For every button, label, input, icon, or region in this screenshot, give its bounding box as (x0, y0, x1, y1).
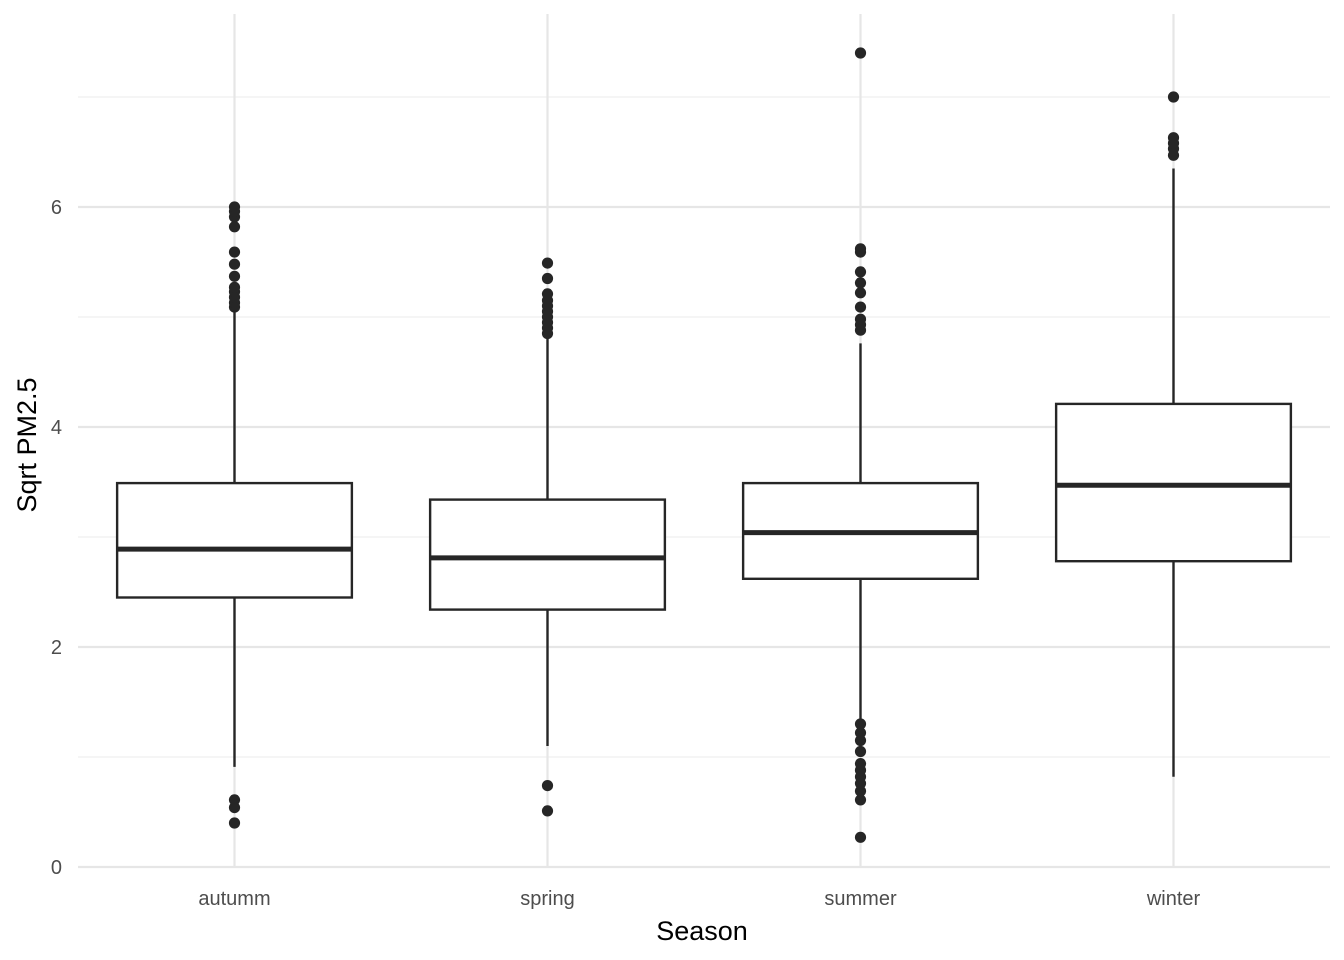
outlier-point (854, 301, 867, 313)
outlier-point (1167, 91, 1180, 103)
outlier-point (1167, 132, 1180, 144)
outlier-point (854, 277, 867, 289)
x-tick-label: autumm (198, 888, 270, 910)
outlier-point (541, 805, 554, 817)
x-tick-label: spring (520, 888, 574, 910)
outlier-point (541, 272, 554, 285)
outlier-point (854, 243, 867, 255)
outlier-point (854, 47, 867, 59)
box-spring (428, 257, 667, 817)
outlier-point (228, 201, 241, 213)
box-autumm (115, 201, 354, 829)
outlier-point (228, 270, 241, 282)
outlier-point (854, 745, 867, 758)
y-axis-ticks: 0 2 4 6 (51, 197, 62, 879)
outlier-point (228, 281, 241, 293)
box-rect (115, 481, 354, 599)
outlier-point (854, 785, 867, 797)
box-rect (428, 498, 667, 611)
x-tick-label: summer (824, 888, 897, 910)
x-tick-label: winter (1146, 888, 1201, 910)
y-tick-label: 0 (51, 857, 62, 879)
outlier-point (228, 802, 241, 814)
outlier-point (228, 258, 241, 270)
box-rect (1054, 402, 1293, 563)
x-axis-title: Season (656, 916, 748, 946)
y-tick-label: 4 (51, 417, 62, 439)
outlier-point (228, 246, 241, 258)
outlier-point (854, 266, 867, 278)
outlier-point (228, 221, 241, 233)
outlier-point (854, 794, 867, 806)
x-axis-ticks: autumm spring summer winter (198, 888, 1200, 910)
y-axis-title: Sqrt PM2.5 (12, 377, 42, 512)
y-tick-label: 2 (51, 637, 62, 659)
outlier-point (541, 257, 554, 269)
outlier-point (228, 817, 241, 829)
outlier-point (854, 718, 867, 730)
box-winter (1054, 91, 1293, 777)
outlier-point (854, 313, 867, 325)
box-summer (741, 47, 980, 843)
outlier-point (541, 288, 554, 300)
outlier-point (854, 734, 867, 747)
outlier-point (854, 727, 867, 739)
outlier-point (854, 758, 867, 770)
outlier-point (228, 794, 241, 806)
outlier-point (541, 780, 554, 792)
y-tick-label: 6 (51, 197, 62, 219)
outlier-point (854, 287, 867, 299)
boxes (115, 47, 1293, 843)
outlier-point (854, 831, 867, 843)
